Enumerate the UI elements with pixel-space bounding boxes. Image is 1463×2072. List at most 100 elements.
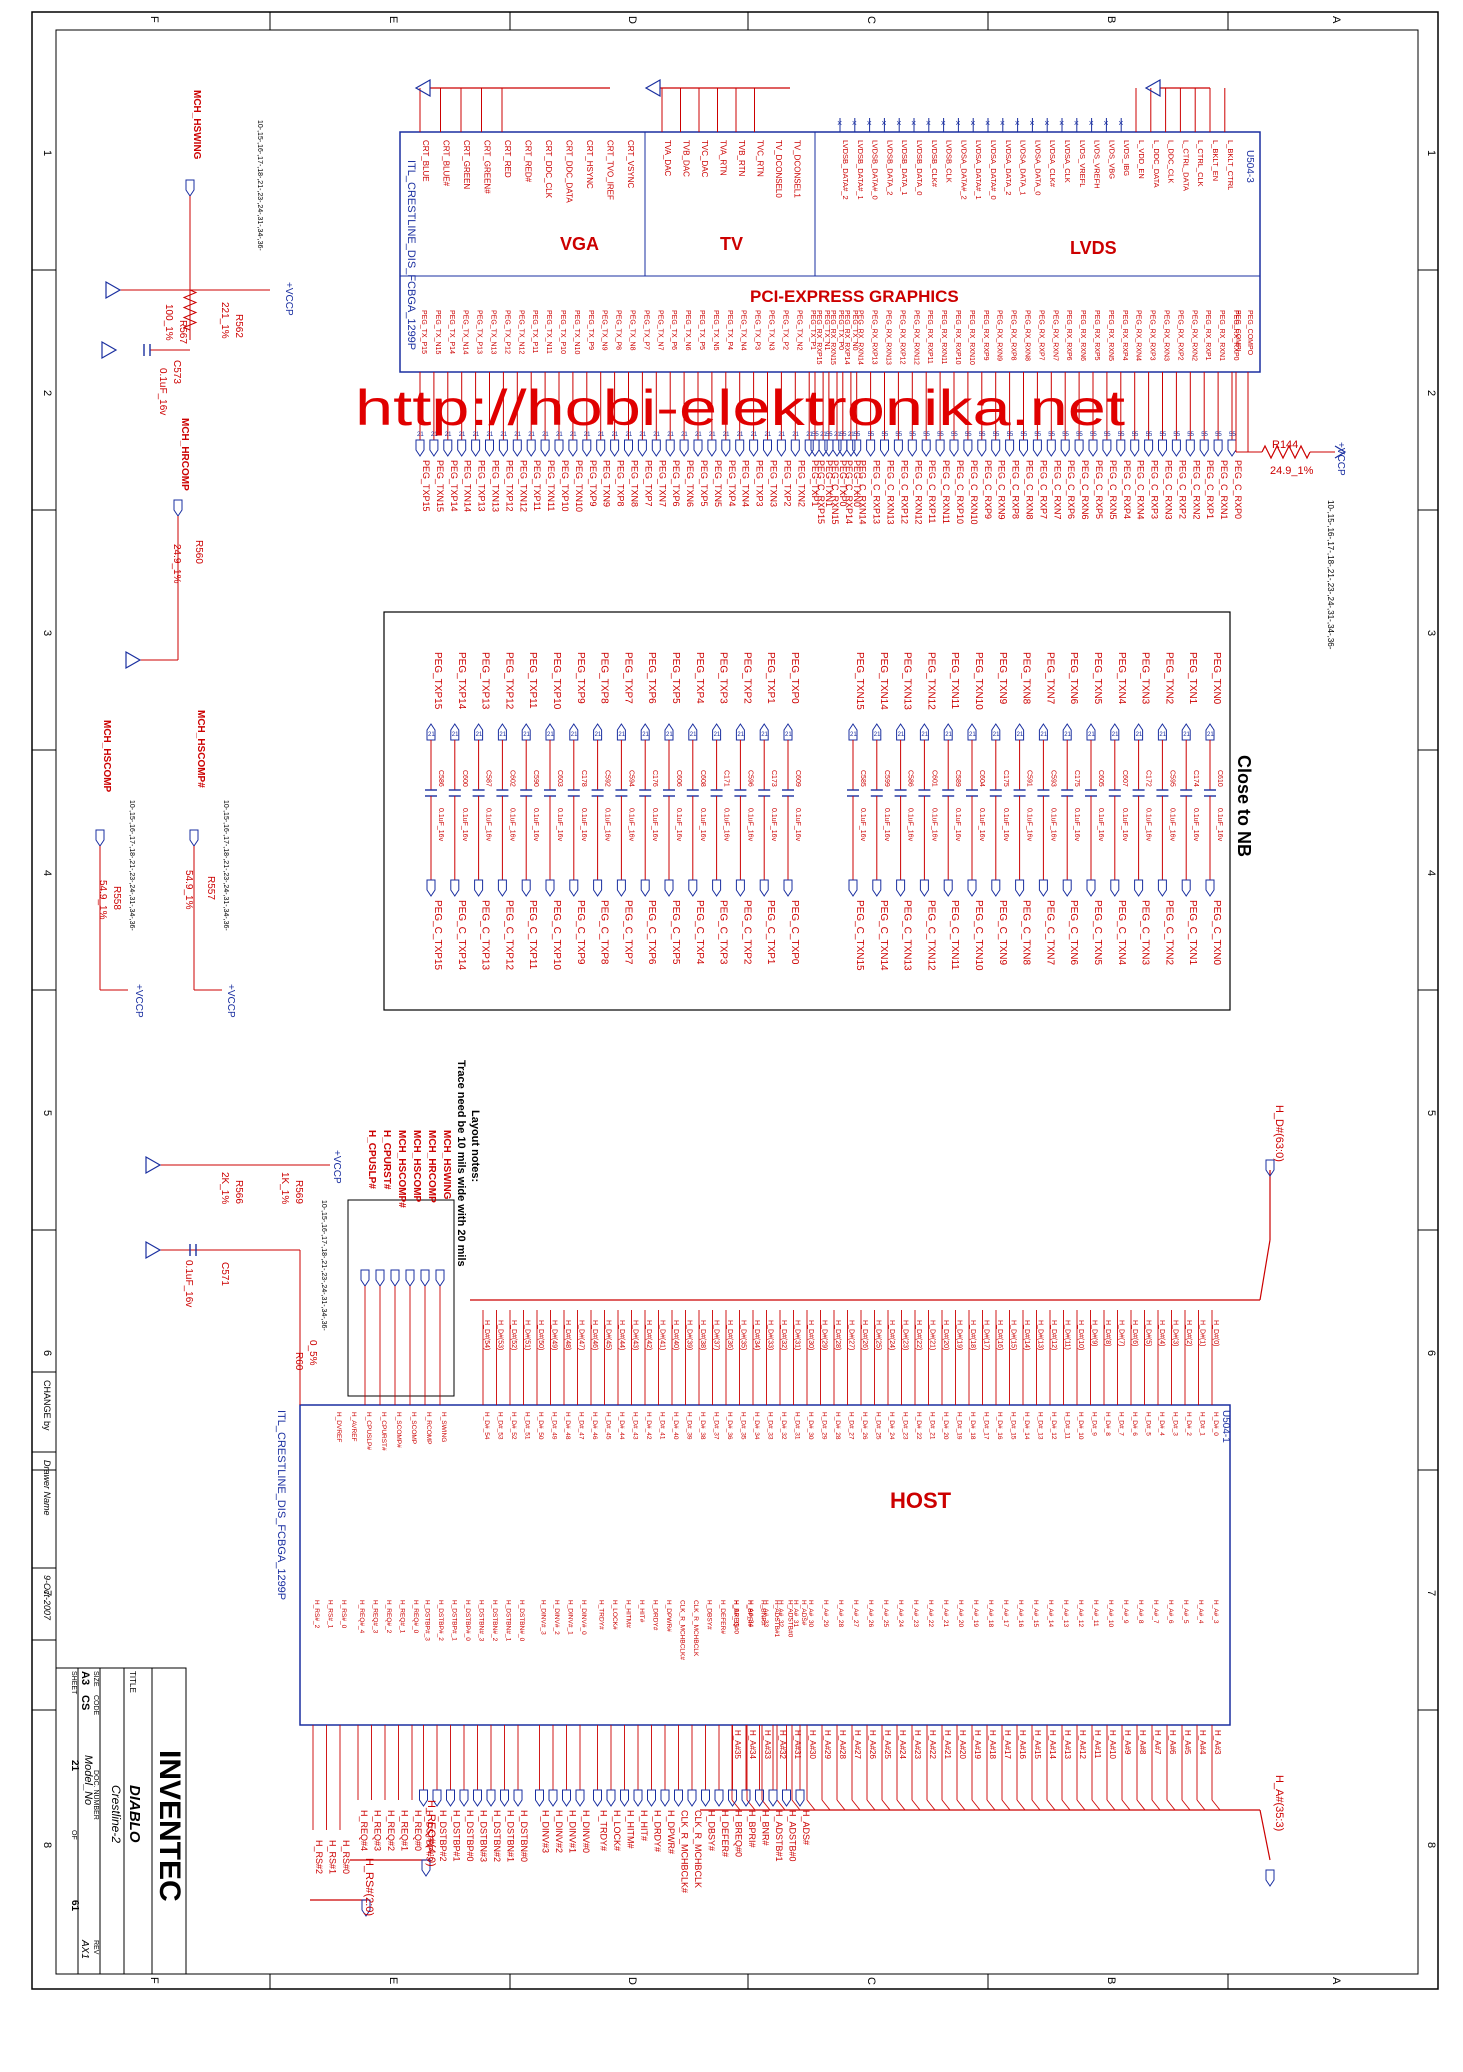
peg-rx-pin-label: PEG_RX_RXP13 xyxy=(871,310,878,365)
net-connector xyxy=(513,1789,523,1807)
ha-bus-entry xyxy=(941,1799,951,1811)
ctrl-net-label: H_BNR# xyxy=(761,1810,771,1846)
cap-input-net: PEG_TXN9 xyxy=(997,652,1008,705)
cap-input-net: PEG_TXN3 xyxy=(1140,652,1151,705)
dstb-pin-label: H_DSTBP#_1 xyxy=(451,1600,458,1641)
dstb-net-label: H_DSTBP#2 xyxy=(438,1810,448,1862)
cap-input-net: PEG_TXP15 xyxy=(432,652,443,710)
host-comp-net: MCH_HRCOMP xyxy=(426,1130,437,1203)
ha-pin-label: H_A#_35 xyxy=(732,1600,739,1627)
net-connector xyxy=(620,1789,629,1807)
pin-number: 21 xyxy=(417,432,424,438)
req-pin-label: H_REQ#_0 xyxy=(412,1600,419,1634)
pin-number: 21 xyxy=(1136,732,1143,738)
net-connector xyxy=(1110,723,1120,741)
u504-3-top-pins: CRT_BLUE CRT_BLUE# CRT_GREEN CRT_GREEN# CRT_… xyxy=(419,87,1235,203)
pin-number: 55 xyxy=(812,432,819,438)
net-connector xyxy=(866,439,876,457)
lvds-pin-label: LVDSA_DATA#_0 xyxy=(989,140,998,200)
peg-tx-net-label: PEG_TXN9 xyxy=(602,460,612,507)
hd-pin-label: H_D#_43 xyxy=(632,1412,639,1440)
net-connector xyxy=(596,439,606,457)
hd-net-label: H_D#(22) xyxy=(915,1320,922,1350)
hd-net-label: H_D#(21) xyxy=(929,1320,936,1350)
lvds-pin-label: LVDSB_DATA_2 xyxy=(885,140,894,195)
vccp-refs: 10-,15-,16-,17-,18-,21-,23-,24-,31-,34-,… xyxy=(320,1200,327,1331)
cap-output-net: PEG_C_TXP3 xyxy=(718,900,729,965)
cap-input-net: PEG_TXP4 xyxy=(694,652,705,704)
net-connector xyxy=(419,1789,428,1807)
net-connector xyxy=(735,723,745,741)
peg-tx-net-label: PEG_TXP9 xyxy=(588,460,598,507)
pin-number: 21 xyxy=(584,432,591,438)
cap-ref: C585 xyxy=(859,770,866,787)
vga-pin-label: CRT_RED xyxy=(503,140,512,178)
outer-frame xyxy=(31,11,1439,1990)
hd-net-label: H_D#(38) xyxy=(699,1320,706,1350)
peg-tx-pin-label: PEG_TX_N5 xyxy=(712,310,719,351)
net-connector xyxy=(963,439,973,457)
dstb-pin-label: H_DSTBP#_0 xyxy=(464,1600,471,1641)
r144-ref: R144 xyxy=(1272,439,1298,451)
cap-ref: C171 xyxy=(723,770,730,787)
net-connector xyxy=(1062,723,1072,741)
ha-bus-entry xyxy=(806,1799,816,1811)
hd-net-label: H_D#(54) xyxy=(483,1320,490,1350)
r558-ref: R558 xyxy=(111,886,122,910)
u504-1-ref: U504-1 xyxy=(1220,1410,1231,1443)
ha-net-label: H_A#15 xyxy=(1033,1730,1042,1759)
peg-tx-net-label: PEG_TXP3 xyxy=(755,460,765,507)
ha-net-label: H_A#3 xyxy=(1213,1730,1222,1755)
peg-rx-net-label: PEG_C_RXP13 xyxy=(872,460,882,524)
dstb-pin-label: H_DSTBP#_3 xyxy=(424,1600,431,1641)
layout-notes-text: Trace need be 10 mils wide with 20 mils xyxy=(455,1060,467,1267)
ctrl-pin-label: H_DEFER# xyxy=(719,1600,726,1634)
hd-pin-label: H_D#_54 xyxy=(483,1412,490,1440)
net-connector xyxy=(616,723,626,741)
lvds-pin-label: L_BKLT_EN xyxy=(1211,140,1220,181)
ha-pin-label: H_A#_13 xyxy=(1062,1600,1069,1627)
lvds-pin-label: LVDSB_DATA#_2 xyxy=(841,140,850,200)
peg-tx-net-label: PEG_TXP1 xyxy=(810,460,820,507)
frame-row-number-right: 7 xyxy=(1425,1590,1437,1596)
peg-rx-net-label: PEG_C_RXN5 xyxy=(1108,460,1118,520)
net-connector xyxy=(420,1269,430,1287)
hd-pin-label: H_D#_9 xyxy=(1091,1412,1098,1436)
total-value: 61 xyxy=(69,1900,80,1912)
cap-ref: C172 xyxy=(1145,770,1152,787)
net-connector xyxy=(707,439,717,457)
cap-output-net: PEG_C_TXP14 xyxy=(456,900,467,970)
u504-3-ref: U504-3 xyxy=(1244,150,1255,183)
ctrl-pin-label: H_LOCK# xyxy=(611,1600,618,1630)
net-connector xyxy=(361,1899,371,1917)
net-connector xyxy=(554,439,564,457)
peg-rx-net-label: PEG_C_RXN9 xyxy=(997,460,1007,520)
cap-ref: C586 xyxy=(907,770,914,787)
net-connector xyxy=(1060,439,1070,457)
ctrl-pin-label: H_HIT# xyxy=(638,1600,645,1623)
ha-pin-label: H_A#_31 xyxy=(792,1600,799,1627)
cap-input-net: PEG_TXN4 xyxy=(1116,652,1127,705)
peg-tx-net-label: PEG_TXN12 xyxy=(518,460,528,512)
rs-pin-label: H_RS#_1 xyxy=(327,1600,334,1629)
cap-value: 0.1uF_16v xyxy=(1002,808,1009,842)
net-connector xyxy=(783,879,793,897)
net-connector xyxy=(1265,1869,1275,1887)
cap-ref: C607 xyxy=(1121,770,1128,787)
lvds-pin-label: L_BKLT_CTRL xyxy=(1226,140,1235,190)
net-connector xyxy=(1158,439,1167,457)
frame-row-number-left: 8 xyxy=(41,1842,53,1848)
hd-pin-label: H_D#_38 xyxy=(699,1412,706,1440)
net-connector xyxy=(665,439,675,457)
frame-row-number-right: 5 xyxy=(1425,1110,1437,1116)
ctrl-pin-label: H_TRDY# xyxy=(598,1600,605,1630)
cap-output-net: PEG_C_TXN5 xyxy=(1092,900,1103,965)
dstb-net-label: H_DSTBP#3 xyxy=(425,1810,435,1862)
r144-refs: 10-,15-,16-,17-,18-,21-,23-,24-,31-,34-,… xyxy=(1326,500,1335,650)
peg-tx-pin-label: PEG_TX_N8 xyxy=(629,310,636,351)
ctrl-net-label: H_BREQ#0 xyxy=(734,1810,744,1857)
hd-net-label: H_D#(3) xyxy=(1172,1320,1179,1346)
peg-tx-net-label: PEG_TXN4 xyxy=(741,460,751,507)
peg-tx-pin-label: PEG_TX_P13 xyxy=(476,310,483,354)
peg-tx-net-label: PEG_TXP0 xyxy=(838,460,848,507)
